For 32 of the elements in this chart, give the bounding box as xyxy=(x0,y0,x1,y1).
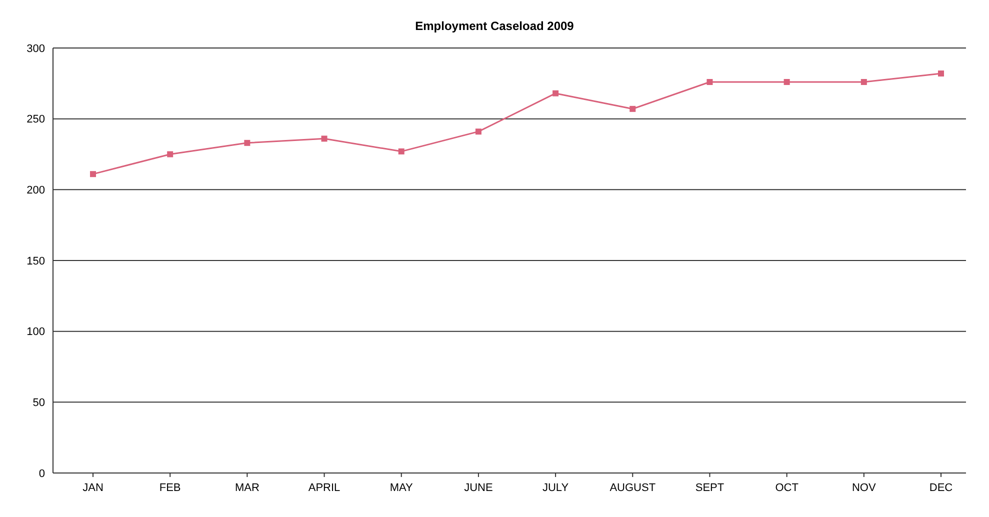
point xyxy=(398,148,404,154)
x-tick-label: AUGUST xyxy=(610,482,656,494)
x-tick-label: OCT xyxy=(775,482,799,494)
y-tick-label: 100 xyxy=(26,326,45,338)
point xyxy=(784,79,790,85)
x-tick-label: JUNE xyxy=(464,482,493,494)
x-tick-label: NOV xyxy=(852,482,876,494)
point xyxy=(475,128,482,135)
y-tick-label: 50 xyxy=(32,397,45,410)
point xyxy=(860,79,867,85)
x-tick-label: SEPT xyxy=(695,482,724,494)
point xyxy=(938,70,944,76)
y-tick-label: 250 xyxy=(26,114,45,126)
y-tick-label: 300 xyxy=(26,42,45,55)
y-tick-label: 200 xyxy=(26,184,45,197)
x-tick-label: APRIL xyxy=(308,482,340,494)
x-tick-label: FEB xyxy=(159,482,181,494)
point xyxy=(321,136,328,142)
point xyxy=(630,106,636,112)
chart-title: Employment Caseload 2009 xyxy=(415,19,574,33)
point xyxy=(90,171,96,178)
point xyxy=(244,140,250,146)
point xyxy=(167,151,174,158)
point xyxy=(706,79,713,85)
x-tick-label: MAY xyxy=(390,482,414,494)
y-tick-label: 0 xyxy=(38,468,45,480)
y-tick-label: 150 xyxy=(26,255,45,268)
point xyxy=(552,90,559,96)
x-tick-label: MAR xyxy=(234,482,260,494)
x-tick-label: JAN xyxy=(82,482,104,494)
x-tick-label: DEC xyxy=(929,482,953,494)
x-tick-label: JULY xyxy=(542,482,570,494)
